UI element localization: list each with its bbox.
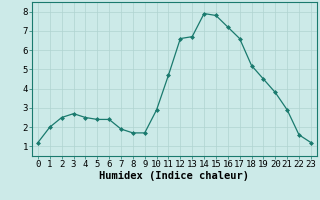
X-axis label: Humidex (Indice chaleur): Humidex (Indice chaleur) xyxy=(100,171,249,181)
